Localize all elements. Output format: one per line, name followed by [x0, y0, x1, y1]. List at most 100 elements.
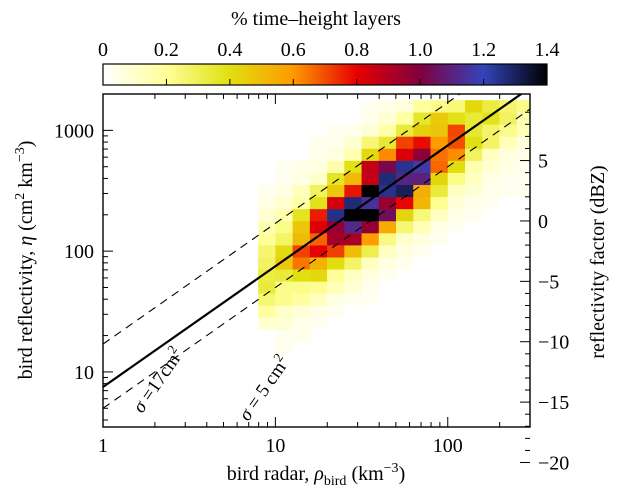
heatmap-cell [430, 196, 449, 210]
heatmap-cell [430, 112, 449, 125]
heatmap-cell [378, 269, 397, 282]
heatmap-cell [361, 281, 380, 294]
heatmap-cell [361, 220, 380, 234]
heatmap-cell [464, 172, 483, 186]
heatmap-cell [378, 245, 397, 258]
heatmap-cell [361, 269, 380, 282]
heatmap-cell [413, 184, 431, 198]
heatmap-cell [292, 208, 311, 222]
heatmap-cell [396, 208, 414, 222]
heatmap-cell [447, 208, 466, 222]
y-tick-label: 100 [64, 241, 94, 263]
heatmap-cell [430, 172, 449, 186]
y-axis-title: bird reflectivity, η (cm2 km−3) [13, 141, 37, 380]
heatmap-cell [275, 269, 293, 282]
heatmap-cell [292, 305, 311, 318]
heatmap-cell [430, 136, 449, 149]
heatmap-cell [327, 160, 345, 173]
sigma-17-label: σ =17cm2 [126, 342, 189, 417]
heatmap-cell [464, 160, 483, 173]
heatmap-cell [327, 245, 345, 258]
heatmap-cell [275, 233, 293, 246]
heatmap-cell [378, 148, 397, 161]
heatmap-cell [309, 148, 328, 161]
heatmap-cell [292, 257, 311, 270]
heatmap-cell [327, 184, 345, 198]
heatmap-cell [482, 160, 500, 173]
heatmap-cell [430, 148, 449, 161]
heatmap-cell [361, 196, 380, 210]
sigma-dashed-line [103, 94, 461, 345]
heatmap-cell [430, 208, 449, 222]
heatmap-cell [309, 233, 328, 246]
heatmap-cell [396, 160, 414, 173]
heatmap-cell [361, 257, 380, 270]
heatmap-cell [464, 124, 483, 137]
heatmap-cell [361, 233, 380, 246]
heatmap-cell [447, 160, 466, 173]
heatmap-cell [258, 269, 276, 282]
heatmap-cell [344, 233, 362, 246]
heatmap-cell [361, 148, 380, 161]
heatmap-cell [464, 208, 483, 222]
heatmap-cell [292, 220, 311, 234]
heatmap-cell [344, 208, 362, 222]
heatmap-cell [396, 220, 414, 234]
heatmap-cell [344, 281, 362, 294]
heatmap-cell [361, 160, 380, 173]
heatmap-cell [275, 172, 293, 186]
heatmap-cell [464, 148, 483, 161]
heatmap-cell [344, 196, 362, 210]
sigma-lines [103, 94, 530, 409]
heatmap-cell [516, 124, 530, 137]
heatmap-cell [275, 257, 293, 270]
heatmap-cell [361, 112, 380, 125]
heatmap-cell [396, 257, 414, 270]
colorbar-title: % time–height layers [231, 8, 401, 30]
heatmap-cell [344, 245, 362, 258]
x-tick-label: 1 [98, 435, 108, 457]
heatmap-cell [499, 136, 518, 149]
heatmap-cell [344, 184, 362, 198]
heatmap-cell [292, 329, 311, 343]
colorbar-ticks [102, 79, 548, 85]
heatmap-cell [258, 220, 276, 234]
heatmap-cell [378, 136, 397, 149]
heatmap-cell [327, 257, 345, 270]
heatmap-cell [378, 100, 397, 113]
heatmap-cell [482, 112, 500, 125]
heatmap-cell [378, 184, 397, 198]
heatmap-cell [292, 172, 311, 186]
heatmap-cell [378, 124, 397, 137]
heatmap-cell [309, 257, 328, 270]
heatmap-cell [413, 148, 431, 161]
heatmap-cell [499, 112, 518, 125]
y2-tick-label: 5 [538, 151, 548, 173]
heatmap-cell [327, 293, 345, 306]
x-axis-title: bird radar, ρbird (km−3) [227, 461, 405, 489]
heatmap-cell [344, 148, 362, 161]
heatmap-cell [292, 245, 311, 258]
heatmap-cell [413, 220, 431, 234]
heatmap-cell [327, 148, 345, 161]
heatmap-cell [292, 184, 311, 198]
heatmap-cell [447, 124, 466, 137]
heatmap-cell [327, 305, 345, 318]
heatmap-cell [464, 136, 483, 149]
heatmap-cell [447, 136, 466, 149]
heatmap-cell [516, 100, 530, 113]
heatmap-cell [516, 160, 530, 173]
y2-tick-label: −5 [538, 271, 559, 293]
heatmap-cell [396, 184, 414, 198]
heatmap-cell [516, 148, 530, 161]
heatmap-cell [499, 148, 518, 161]
heatmap-cell [430, 100, 449, 113]
heatmap-cell [327, 220, 345, 234]
heatmap-cell [344, 257, 362, 270]
colorbar-tick-label: 1.0 [408, 39, 433, 61]
heatmap-cell [378, 233, 397, 246]
heatmap-cell [413, 160, 431, 173]
heatmap-cell [430, 220, 449, 234]
heatmap-cell [292, 317, 311, 330]
heatmap-cell [258, 233, 276, 246]
